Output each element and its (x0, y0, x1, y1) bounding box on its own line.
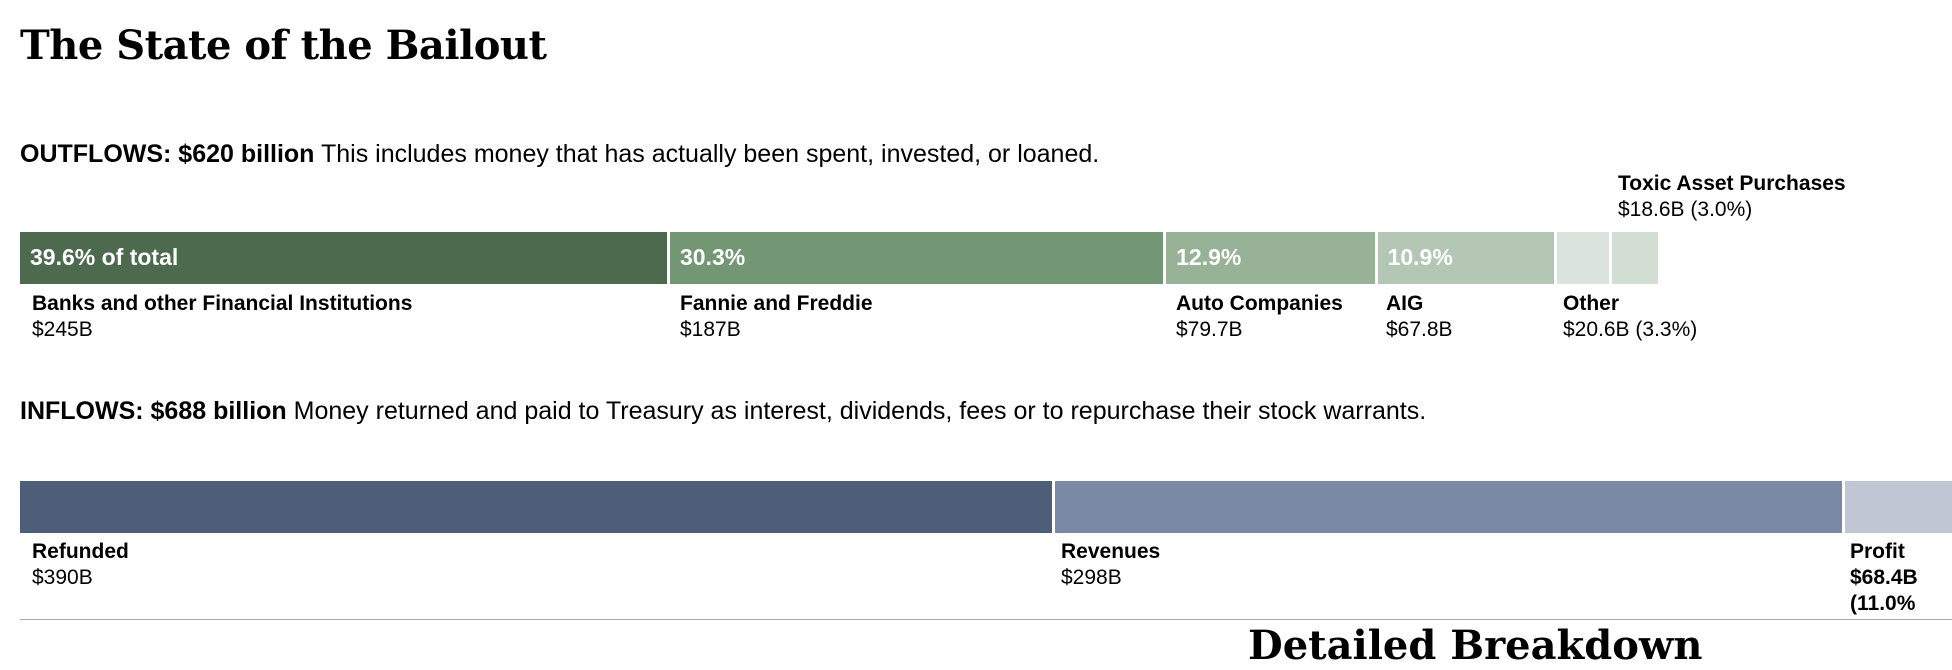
next-section-heading: Detailed Breakdown (1248, 622, 1703, 669)
inflows-description: Money returned and paid to Treasury as i… (293, 397, 1427, 425)
outflow-label-aig: AIG $67.8B (1386, 291, 1453, 343)
page-title: The State of the Bailout (20, 22, 547, 69)
outflow-segment-auto-companies: 12.9% (1166, 232, 1378, 284)
segment-name: Banks and other Financial Institutions (32, 292, 413, 315)
outflow-label-banks: Banks and other Financial Institutions $… (32, 291, 412, 343)
segment-value: $67.8B (1386, 318, 1453, 341)
inflow-label-revenues: Revenues $298B (1061, 539, 1160, 591)
segment-value: $68.4B (1850, 566, 1918, 589)
outflow-segment-toxic-asset-purchases (1612, 232, 1662, 284)
segment-value: $187B (680, 318, 741, 341)
inflow-label-profit: Profit $68.4B (11.0% (1850, 539, 1918, 617)
inflows-heading: INFLOWS: $688 billion Money returned and… (20, 396, 1426, 426)
segment-name: Other (1563, 292, 1620, 315)
outflow-segment-other (1557, 232, 1613, 284)
outflows-total: OUTFLOWS: $620 billion (20, 140, 315, 168)
segment-name: Auto Companies (1176, 292, 1343, 315)
segment-value: $298B (1061, 566, 1122, 589)
outflow-label-auto: Auto Companies $79.7B (1176, 291, 1343, 343)
segment-percent: (11.0% (1850, 592, 1916, 615)
outflow-segment-fannie-and-freddie: 30.3% (670, 232, 1167, 284)
segment-value: $245B (32, 318, 93, 341)
inflow-segment-refunded (20, 481, 1055, 533)
outflows-bar: 39.6% of total 30.3% 12.9% 10.9% (20, 232, 1662, 284)
segment-name: Revenues (1061, 540, 1161, 563)
outflows-heading: OUTFLOWS: $620 billion This includes mon… (20, 139, 1099, 169)
segment-name: AIG (1386, 292, 1424, 315)
segment-value: $20.6B (3.3%) (1563, 318, 1698, 341)
segment-percent-label: 30.3% (680, 244, 746, 270)
segment-percent-label: 10.9% (1387, 244, 1453, 270)
segment-percent-label: 12.9% (1176, 244, 1242, 270)
inflow-segment-revenues (1054, 481, 1846, 533)
segment-value: $390B (32, 566, 93, 589)
segment-name: Profit (1850, 540, 1905, 563)
segment-name: Fannie and Freddie (680, 292, 873, 315)
segment-name: Refunded (32, 540, 129, 563)
segment-value: $79.7B (1176, 318, 1243, 341)
inflows-total: INFLOWS: $688 billion (20, 397, 287, 425)
outflows-description: This includes money that has actually be… (320, 140, 1100, 168)
segment-value: $18.6B (3.0%) (1618, 198, 1753, 221)
inflow-segment-profit (1845, 481, 1952, 533)
outflow-label-fannie-freddie: Fannie and Freddie $187B (680, 291, 873, 343)
segment-name: Toxic Asset Purchases (1618, 172, 1846, 195)
outflow-label-toxic-assets: Toxic Asset Purchases $18.6B (3.0%) (1618, 171, 1846, 223)
segment-percent-label: 39.6% of total (30, 244, 179, 270)
outflow-label-other: Other $20.6B (3.3%) (1563, 291, 1697, 343)
outflow-segment-banks-and-other-financial-institutions: 39.6% of total (20, 232, 670, 284)
inflows-bar (20, 481, 1952, 533)
section-divider (20, 619, 1952, 620)
outflow-segment-aig: 10.9% (1377, 232, 1558, 284)
inflow-label-refunded: Refunded $390B (32, 539, 129, 591)
